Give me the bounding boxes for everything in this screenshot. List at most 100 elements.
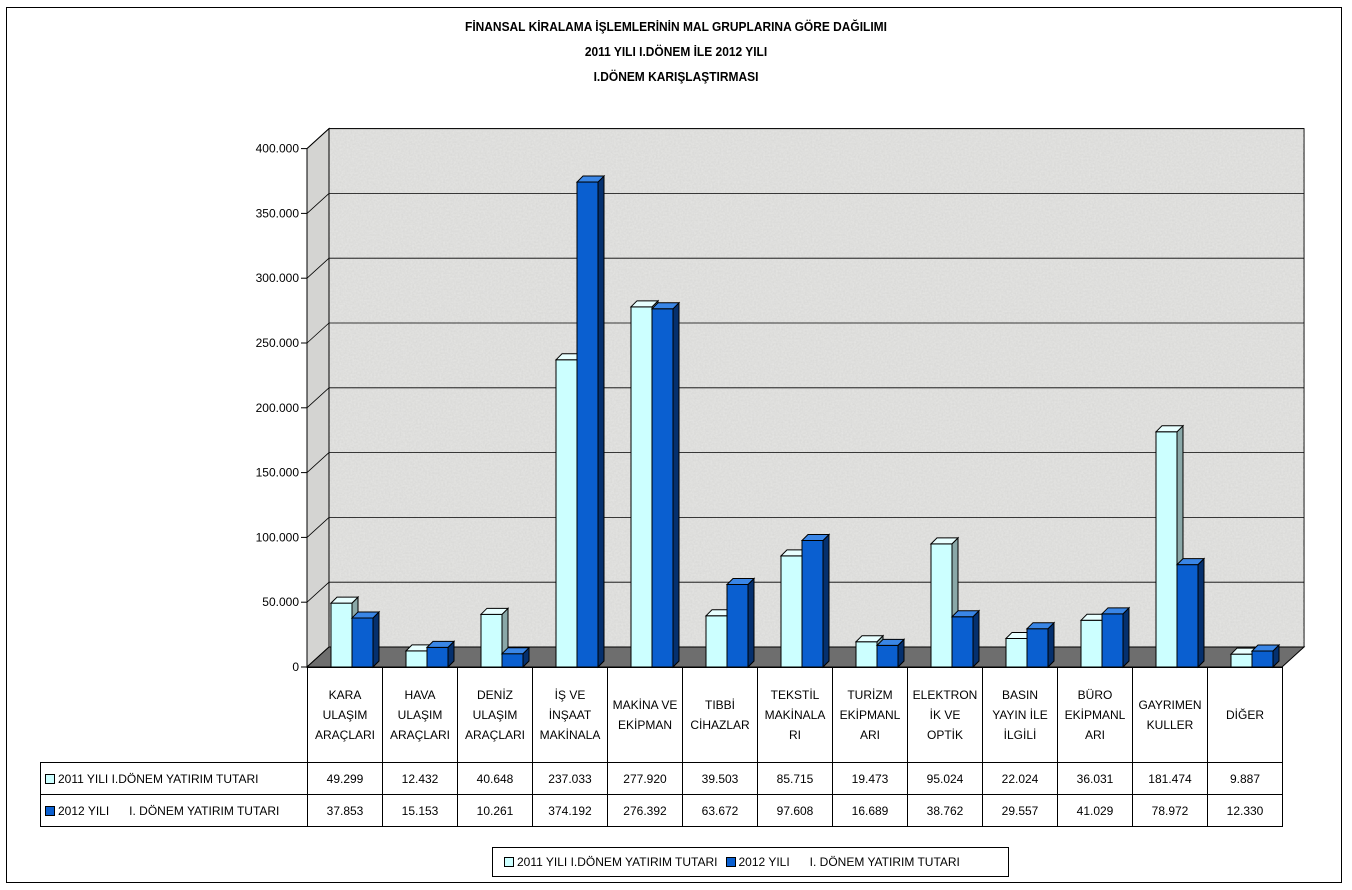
bar-front: [1005, 637, 1028, 668]
gridline-side: [306, 581, 330, 603]
bar-front: [480, 613, 503, 668]
bar-front: [501, 653, 524, 668]
category-label: KARA ULAŞIM ARAÇLARI: [307, 667, 383, 763]
category-label-line: ARAÇLARI: [389, 728, 451, 742]
category-label-line: TEKSTİL: [770, 688, 820, 702]
category-label-line: KULLER: [1146, 718, 1194, 732]
category-label-line: ULAŞIM: [472, 708, 518, 722]
bar-top: [929, 537, 960, 545]
bar-side: [372, 610, 380, 669]
category-label-line: MAKİNA VE: [612, 698, 678, 712]
bar-front: [630, 306, 653, 668]
table-cell-value: 374.192: [532, 794, 608, 827]
table-cell-value: 9.887: [1207, 762, 1283, 795]
category-label-line: ULAŞIM: [322, 708, 368, 722]
table-cell-value: 36.031: [1057, 762, 1133, 795]
gridline-side: [306, 128, 330, 149]
bar-front: [1176, 564, 1199, 668]
table-cell-value: 38.762: [907, 794, 983, 827]
category-label-line: MAKİNALA: [764, 708, 826, 722]
bar-top: [650, 302, 681, 310]
table-cell-value: 78.972: [1132, 794, 1208, 827]
series-2012-swatch: [45, 805, 55, 816]
category-label-line: RI: [789, 728, 801, 742]
table-row-series-2011: 2011 YILI I.DÖNEM YATIRIM TUTARI 49.299 1…: [40, 762, 1283, 795]
table-cell-value: 181.474: [1132, 762, 1208, 795]
category-label-line: ARAÇLARI: [464, 728, 526, 742]
table-cell-value: 40.648: [457, 762, 533, 795]
bar-top: [500, 647, 531, 655]
series-2011-swatch: [45, 773, 55, 784]
table-cell-value: 37.853: [307, 794, 383, 827]
gridline-side: [306, 517, 330, 538]
table-cell-value: 15.153: [382, 794, 458, 827]
category-label-line: EKİPMANL: [1064, 708, 1126, 722]
chart-title-line: I.DÖNEM KARIŞLAŞTIRMASI: [593, 69, 759, 84]
chart-title-line: FİNANSAL KİRALAMA İŞLEMLERİNİN MAL GRUPL…: [465, 19, 887, 34]
bar-top: [575, 175, 606, 183]
category-label-line: OPTİK: [926, 728, 963, 742]
table-cell-value: 95.024: [907, 762, 983, 795]
category-label-line: EKİPMANL: [839, 708, 901, 722]
category-row: KARA ULAŞIM ARAÇLARI HAVA ULAŞIM ARAÇLARI DENİ…: [40, 667, 1283, 763]
category-label-line: BÜRO: [1077, 688, 1113, 702]
category-label-line: MAKİNALA: [539, 728, 601, 742]
bar-top: [1175, 558, 1206, 566]
gridline-side: [306, 322, 330, 344]
table-cell-value: 39.503: [682, 762, 758, 795]
bar-top: [479, 607, 510, 615]
category-label-line: TURİZM: [847, 688, 893, 702]
bar-2012: [500, 646, 531, 669]
bar-top: [1154, 425, 1185, 433]
category-label-line: İLGİLİ: [1003, 728, 1037, 742]
table-cell-value: 12.330: [1207, 794, 1283, 827]
category-label: BÜRO EKİPMANL ARI: [1057, 667, 1133, 763]
bar-top: [950, 610, 981, 618]
bar-top: [725, 577, 756, 585]
bar-front: [930, 543, 953, 668]
chart-frame: [6, 7, 1342, 883]
bar-front: [855, 641, 878, 668]
bar-front: [1251, 650, 1274, 668]
category-label-line: KARA: [328, 688, 362, 702]
table-cell-value: 97.608: [757, 794, 833, 827]
bar-2012: [650, 301, 681, 669]
bar-top: [629, 300, 660, 308]
bar-2012: [350, 610, 381, 669]
table-row-series-2012: 2012 YILI I. DÖNEM YATIRIM TUTARI 37.853…: [40, 794, 1283, 827]
category-label-line: TIBBİ: [704, 698, 735, 712]
category-label-line: İK VE: [929, 708, 961, 722]
category-label-line: GAYRIMEN: [1138, 698, 1202, 712]
bar-top: [350, 611, 381, 619]
bar-front: [1080, 619, 1103, 668]
bar-front: [651, 308, 674, 668]
gridline-side: [306, 193, 330, 214]
bar-top: [875, 638, 906, 646]
bar-front: [726, 583, 749, 668]
table-cell-value: 10.261: [457, 794, 533, 827]
y-tick-label: 350.000: [256, 206, 300, 220]
bar-front: [555, 359, 578, 668]
category-label-line: ELEKTRON: [912, 688, 978, 702]
category-label: TIBBİ CİHAZLAR: [682, 667, 758, 763]
table-cell-value: 19.473: [832, 762, 908, 795]
table-cell-value: 12.432: [382, 762, 458, 795]
table-cell-value: 41.029: [1057, 794, 1133, 827]
bar-front: [1101, 613, 1124, 668]
gridline-side: [306, 257, 330, 279]
bar-side: [672, 301, 680, 669]
bar-side: [1047, 621, 1055, 669]
bar-side: [972, 609, 980, 669]
bar-top: [425, 640, 456, 648]
bar-top: [1025, 622, 1056, 630]
y-tick-label: 250.000: [256, 336, 300, 350]
category-label: MAKİNA VE EKİPMAN: [607, 667, 683, 763]
category-label-line: DİĞER: [1225, 708, 1264, 722]
bar-2012: [1025, 621, 1056, 669]
bar-side: [597, 174, 605, 669]
legend-label-2012: 2012 YILI I. DÖNEM YATIRIM TUTARI: [738, 855, 960, 869]
category-label-line: HAVA: [404, 688, 436, 702]
table-cell-value: 16.689: [832, 794, 908, 827]
bar-top: [800, 534, 831, 542]
bar-top: [329, 596, 360, 604]
